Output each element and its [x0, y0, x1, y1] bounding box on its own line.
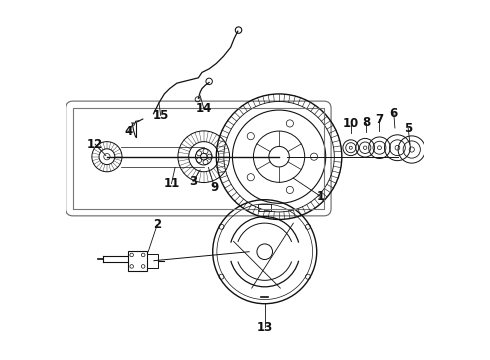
- Text: 14: 14: [196, 102, 212, 115]
- Text: 7: 7: [375, 113, 384, 126]
- Text: 15: 15: [152, 109, 169, 122]
- Text: 9: 9: [210, 181, 219, 194]
- Text: 12: 12: [87, 138, 103, 150]
- Text: 2: 2: [153, 218, 161, 231]
- Text: 4: 4: [124, 125, 133, 138]
- Text: 10: 10: [343, 117, 359, 130]
- Text: 8: 8: [362, 116, 370, 129]
- Text: 11: 11: [163, 177, 180, 190]
- Text: 6: 6: [390, 107, 398, 120]
- Text: 1: 1: [316, 190, 324, 203]
- Text: 13: 13: [257, 320, 273, 333]
- Text: 5: 5: [404, 122, 412, 135]
- Text: 3: 3: [189, 175, 197, 188]
